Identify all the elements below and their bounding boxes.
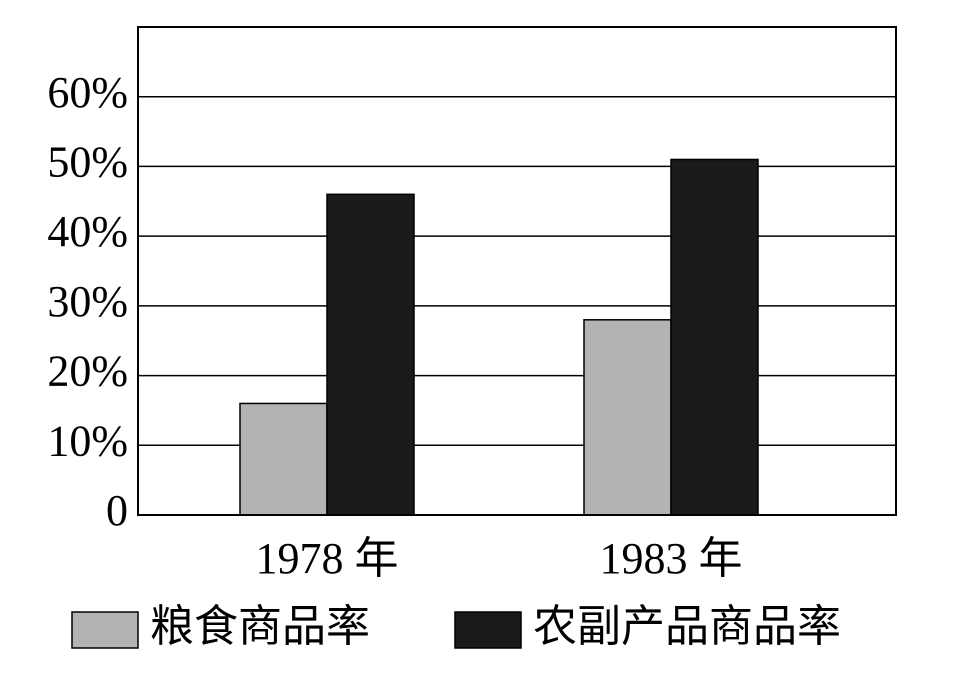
y-tick-label: 10% (47, 416, 128, 465)
legend-swatch (454, 611, 522, 649)
y-tick-label: 60% (47, 68, 128, 117)
legend-label: 农副产品商品率 (533, 602, 841, 651)
x-tick-label: 1978 年 (256, 534, 399, 583)
bar (239, 402, 328, 516)
legend-label: 粮食商品率 (150, 602, 370, 651)
y-tick-label: 40% (47, 207, 128, 256)
y-tick-label: 0 (106, 486, 128, 535)
legend-swatch (71, 611, 139, 649)
plot-border (137, 26, 897, 516)
bar (670, 158, 759, 516)
y-tick-label: 50% (47, 138, 128, 187)
x-tick-label: 1983 年 (600, 534, 743, 583)
bar (583, 319, 672, 516)
y-tick-label: 20% (47, 347, 128, 396)
y-tick-label: 30% (47, 277, 128, 326)
bar (326, 193, 415, 516)
